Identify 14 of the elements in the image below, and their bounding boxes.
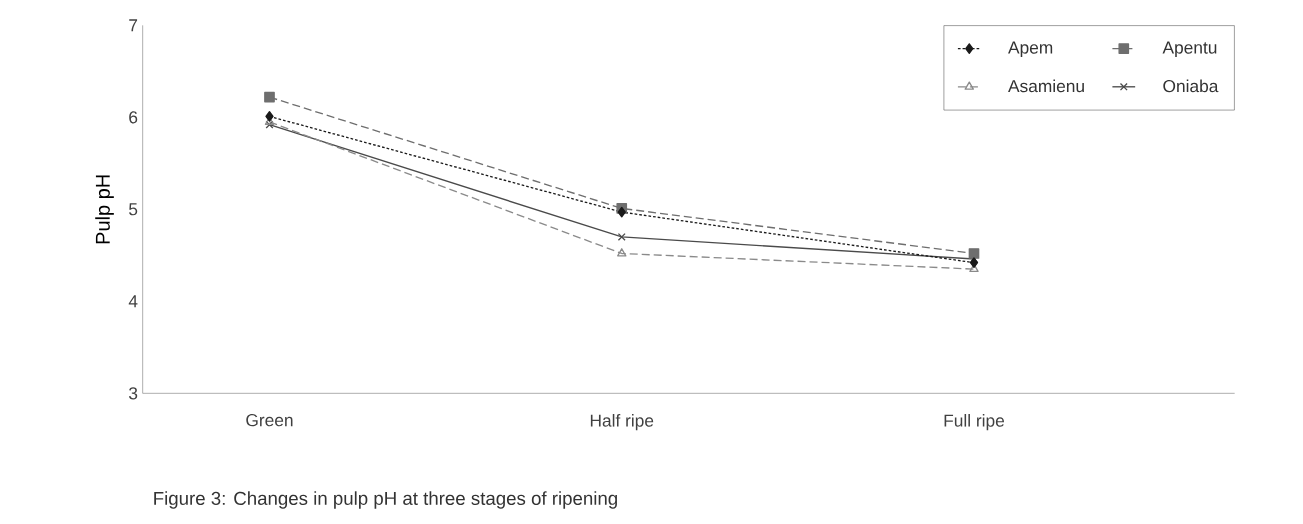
x-tick-label: Half ripe	[590, 414, 654, 431]
y-tick-label: 5	[129, 203, 138, 216]
legend-label: Asamienu	[1008, 79, 1084, 93]
x-tick-label: Green	[246, 414, 293, 427]
legend-label: Oniaba	[1163, 79, 1219, 93]
y-axis-title: Pulp pH	[95, 175, 114, 244]
legend-label: Apentu	[1162, 41, 1217, 58]
caption: Figure 3: Changes in pulp pH at three stages of ripening	[154, 491, 617, 509]
y-tick-label: 4	[128, 295, 138, 308]
y-tick-label: 6	[129, 111, 138, 124]
legend-label: Apem	[1008, 41, 1053, 58]
x-tick-label: Full ripe	[944, 414, 1005, 431]
y-tick-label: 7	[129, 19, 138, 32]
y-tick-label: 3	[129, 387, 138, 400]
